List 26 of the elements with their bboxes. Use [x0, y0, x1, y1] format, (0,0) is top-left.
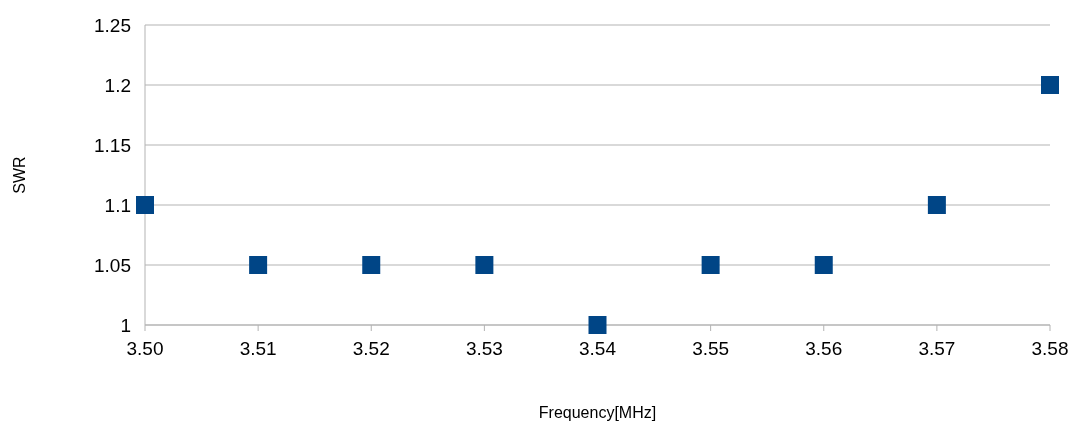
point [475, 256, 494, 274]
x-tick-label: 3.55 [692, 338, 730, 359]
x-tick-label: 3.56 [805, 338, 843, 359]
point [588, 316, 607, 334]
point [136, 196, 154, 214]
point [814, 256, 833, 274]
x-axis-title: Frequency[MHz] [538, 404, 657, 421]
x-tick-label: 3.57 [918, 338, 956, 359]
y-axis-title: SWR [11, 156, 28, 194]
x-tick-label: 3.50 [126, 338, 164, 359]
point [362, 256, 381, 274]
x-tick-label: 3.52 [352, 338, 390, 359]
y-tick-label: 1.25 [94, 14, 131, 36]
x-tick-label: 3.58 [1031, 338, 1069, 359]
y-tick-label: 1.1 [104, 194, 131, 216]
point [927, 196, 946, 214]
x-tick-label: 3.53 [465, 338, 503, 359]
y-tick-label: 1.05 [94, 254, 131, 276]
point [249, 256, 268, 274]
x-tick-label: 3.51 [239, 338, 277, 359]
y-tick-label: 1.15 [94, 134, 131, 156]
point [701, 256, 720, 274]
y-tick-label: 1.2 [104, 74, 131, 96]
x-tick-label: 3.54 [579, 338, 617, 359]
point [1041, 76, 1059, 94]
y-tick-label: 1 [120, 314, 131, 336]
